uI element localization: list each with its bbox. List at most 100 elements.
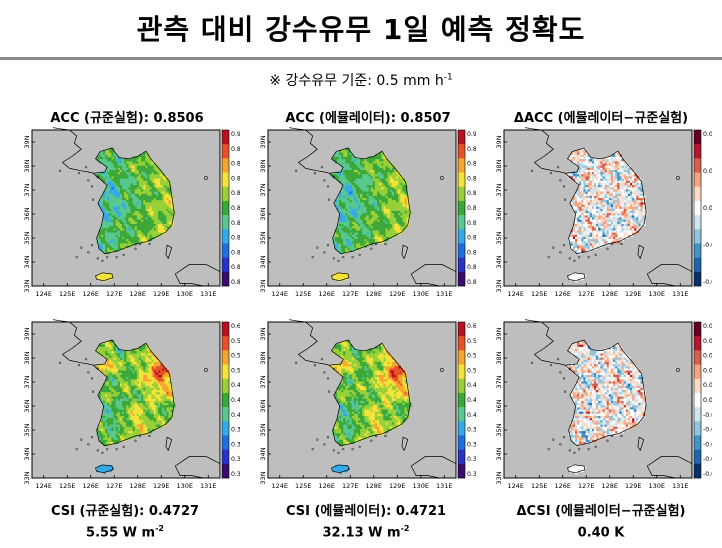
- field-cell: [347, 206, 351, 209]
- field-cell: [103, 219, 106, 222]
- field-cell: [105, 413, 108, 416]
- field-cell: [634, 216, 637, 220]
- field-cell: [339, 171, 342, 175]
- field-cell: [364, 173, 368, 177]
- field-cell: [362, 201, 365, 205]
- field-cell: [105, 238, 108, 242]
- field-cell: [594, 242, 597, 246]
- field-cell: [117, 165, 121, 168]
- field-cell: [625, 234, 629, 237]
- field-cell: [572, 195, 576, 199]
- field-cell: [568, 240, 572, 244]
- field-cell: [111, 227, 115, 231]
- field-cell: [358, 223, 361, 227]
- field-cell: [383, 225, 387, 229]
- field-cell: [374, 208, 378, 211]
- field-cell: [606, 186, 610, 190]
- field-cell: [615, 225, 618, 229]
- field-cell: [107, 415, 110, 419]
- field-cell: [630, 175, 633, 179]
- field-cell: [155, 413, 159, 416]
- field-cell: [385, 158, 389, 162]
- field-cell: [339, 191, 342, 194]
- field-cell: [130, 208, 134, 211]
- field-cell: [170, 404, 174, 408]
- field-cell: [164, 184, 168, 188]
- island: [90, 244, 94, 247]
- field-cell: [596, 210, 599, 214]
- field-cell: [383, 212, 387, 216]
- field-cell: [606, 216, 610, 220]
- field-cell: [589, 195, 593, 199]
- field-cell: [606, 223, 610, 227]
- field-cell: [617, 162, 621, 166]
- field-cell: [615, 236, 618, 240]
- field-cell: [164, 391, 168, 395]
- field-cell: [336, 249, 340, 253]
- field-cell: [642, 206, 646, 209]
- field-cell: [636, 178, 640, 181]
- field-cell: [613, 227, 616, 231]
- field-cell: [575, 152, 578, 155]
- field-cell: [341, 152, 344, 155]
- field-cell: [134, 162, 138, 166]
- field-cell: [583, 182, 587, 186]
- y-tick-label: 37N: [259, 183, 267, 196]
- field-cell: [149, 208, 153, 211]
- x-tick-label: 126E: [82, 290, 99, 298]
- field-cell: [602, 201, 606, 205]
- field-cell: [162, 214, 165, 218]
- field-cell: [585, 223, 589, 227]
- field-cell: [341, 160, 344, 164]
- field-cell: [396, 201, 399, 205]
- field-cell: [160, 404, 163, 408]
- field-cell: [105, 216, 108, 220]
- field-cell: [625, 229, 629, 233]
- field-cell: [360, 229, 363, 233]
- field-cell: [585, 242, 589, 246]
- field-cell: [153, 221, 157, 224]
- field-cell: [572, 201, 576, 205]
- field-cell: [98, 240, 102, 244]
- field-cell: [623, 221, 627, 224]
- x-tick-label: 129E: [625, 290, 642, 298]
- field-cell: [345, 180, 349, 183]
- field-cell: [115, 184, 119, 188]
- field-cell: [619, 162, 623, 166]
- field-cell: [347, 186, 351, 190]
- field-cell: [610, 171, 614, 175]
- field-cell: [158, 173, 161, 177]
- field-cell: [111, 393, 115, 397]
- field-cell: [372, 158, 376, 162]
- field-cell: [130, 419, 134, 423]
- field-cell: [398, 229, 401, 233]
- island: [326, 244, 330, 247]
- field-cell: [153, 402, 157, 406]
- field-cell: [596, 229, 599, 233]
- field-cell: [615, 160, 618, 164]
- field-cell: [613, 182, 616, 186]
- field-cell: [109, 206, 113, 209]
- field-cell: [621, 197, 625, 201]
- field-cell: [138, 428, 142, 432]
- field-cell: [109, 167, 113, 170]
- field-cell: [119, 434, 123, 438]
- field-cell: [132, 393, 136, 397]
- field-cell: [638, 219, 642, 222]
- field-cell: [636, 223, 640, 227]
- field-cell: [105, 173, 108, 177]
- field-cell: [109, 175, 113, 179]
- field-cell: [636, 210, 640, 214]
- field-cell: [385, 191, 389, 194]
- field-cell: [347, 216, 351, 220]
- field-cell: [143, 160, 146, 164]
- field-cell: [98, 469, 102, 473]
- field-cell: [100, 234, 104, 237]
- field-cell: [630, 232, 633, 235]
- field-cell: [600, 203, 604, 207]
- field-cell: [634, 199, 637, 203]
- field-cell: [138, 195, 142, 199]
- field-cell: [362, 199, 365, 203]
- field-cell: [374, 227, 378, 231]
- field-cell: [636, 225, 640, 229]
